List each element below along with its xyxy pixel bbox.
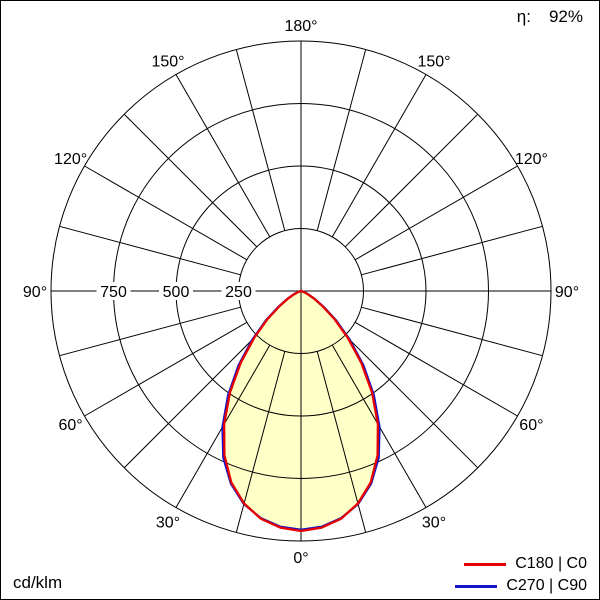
angle-label: 150° [151, 54, 184, 71]
legend-item-c90: C270 | C90 [455, 577, 587, 595]
legend-label-c0: C180 | C0 [515, 555, 587, 572]
grid-spoke [59, 306, 241, 357]
grid-spoke [123, 113, 258, 248]
radial-tick-label: 500 [163, 284, 190, 301]
angle-label: 90° [23, 284, 47, 301]
radial-tick-bg [96, 282, 131, 300]
grid-spoke [354, 321, 518, 417]
grid-spoke [84, 165, 248, 261]
radial-tick-bg [159, 282, 193, 300]
efficiency-value: 92% [548, 7, 583, 26]
grid-spoke [59, 225, 241, 276]
angle-label: 0° [293, 550, 308, 567]
legend-label-c90: C270 | C90 [506, 577, 587, 594]
angle-label: 120° [515, 151, 548, 168]
curve-c0-c180 [222, 289, 380, 533]
angle-label: 150° [417, 54, 450, 71]
efficiency-readout: η: 92% [517, 7, 583, 27]
angle-label: 60° [519, 417, 543, 434]
angle-label: 30° [422, 514, 446, 531]
angle-label: 120° [54, 151, 87, 168]
radial-tick-label: 750 [100, 284, 127, 301]
legend: C180 | C0 C270 | C90 [455, 555, 587, 595]
legend-line-c90 [455, 584, 498, 588]
grid-spoke [84, 321, 248, 417]
radial-tick-label: 250 [225, 284, 252, 301]
grid-spoke [331, 74, 427, 238]
angle-label: 180° [284, 18, 317, 35]
radial-tick-bg [221, 282, 256, 300]
angle-label: 90° [555, 284, 579, 301]
grid-spoke [361, 225, 543, 276]
angle-label: 30° [156, 514, 180, 531]
grid-spoke [344, 334, 479, 469]
legend-line-c0 [464, 562, 507, 566]
unit-label: cd/klm [13, 573, 63, 592]
grid-spoke [123, 334, 258, 469]
grid-spoke [175, 74, 271, 238]
grid-spoke [361, 306, 543, 357]
grid-spoke [235, 49, 286, 231]
angle-label: 60° [58, 417, 82, 434]
legend-item-c0: C180 | C0 [455, 555, 587, 573]
grid-spoke [316, 49, 367, 231]
grid-spoke [344, 113, 479, 248]
efficiency-label: η: [516, 7, 531, 26]
grid-spoke [354, 165, 518, 261]
